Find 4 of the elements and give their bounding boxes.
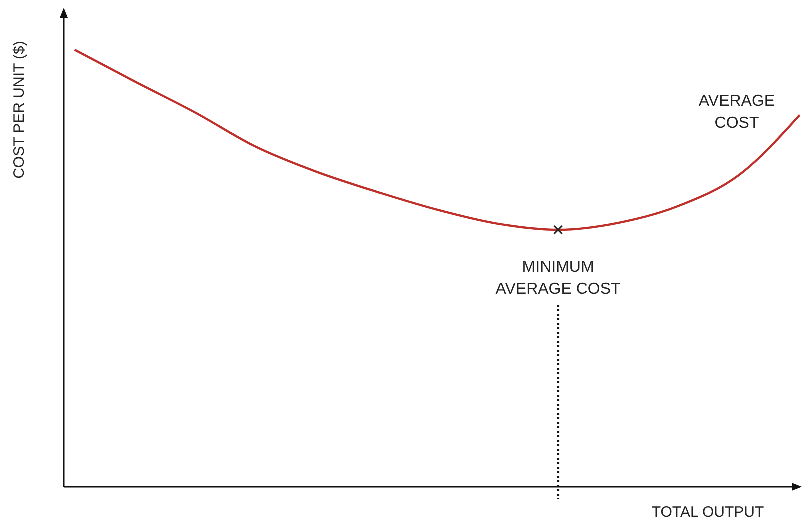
annotation: MINIMUM AVERAGE COST bbox=[496, 259, 622, 298]
y-axis-title: COST PER UNIT ($) bbox=[10, 41, 28, 179]
series-label: AVERAGE COST bbox=[698, 93, 776, 132]
x-axis-title: TOTAL OUTPUT bbox=[652, 504, 764, 521]
